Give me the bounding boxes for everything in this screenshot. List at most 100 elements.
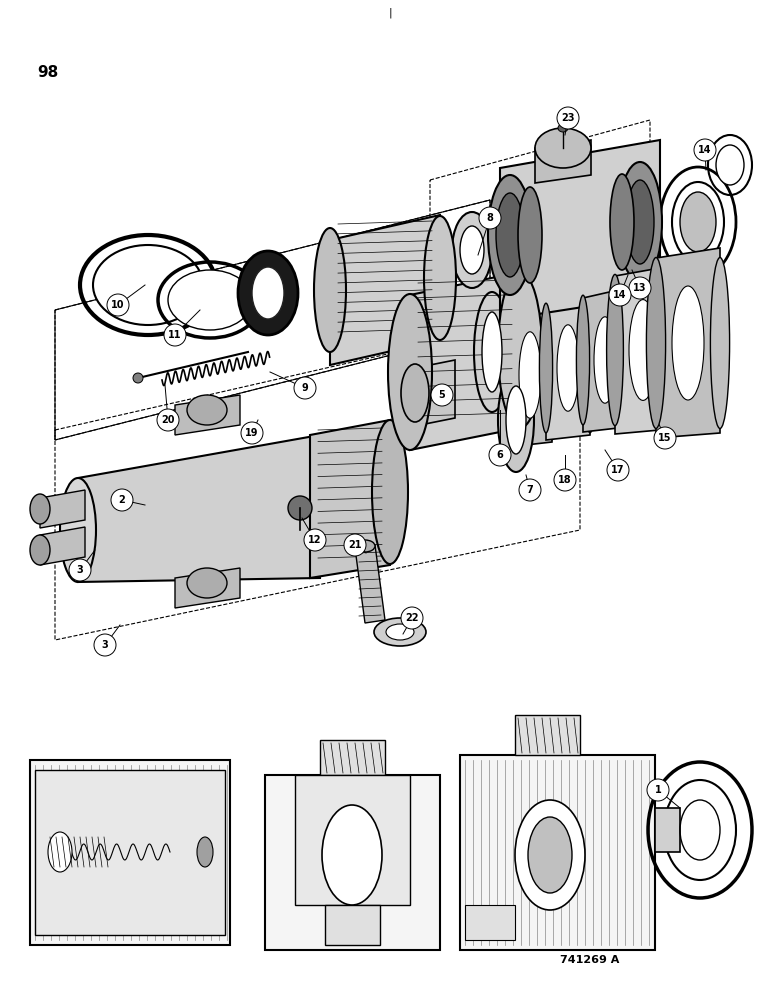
- Circle shape: [164, 324, 186, 346]
- Text: 3: 3: [76, 565, 83, 575]
- Polygon shape: [330, 215, 440, 365]
- Ellipse shape: [48, 832, 72, 872]
- Circle shape: [694, 139, 716, 161]
- Ellipse shape: [424, 216, 456, 340]
- Polygon shape: [410, 272, 520, 450]
- Ellipse shape: [482, 312, 502, 392]
- Ellipse shape: [540, 303, 553, 433]
- Ellipse shape: [584, 303, 597, 433]
- Ellipse shape: [488, 175, 532, 295]
- Polygon shape: [656, 248, 720, 438]
- Circle shape: [304, 529, 326, 551]
- Text: 6: 6: [496, 450, 503, 460]
- Ellipse shape: [374, 618, 426, 646]
- Circle shape: [344, 534, 366, 556]
- Ellipse shape: [528, 817, 572, 893]
- Text: 10: 10: [111, 300, 125, 310]
- Ellipse shape: [515, 800, 585, 910]
- Ellipse shape: [680, 192, 716, 252]
- Text: 14: 14: [698, 145, 712, 155]
- Ellipse shape: [93, 245, 203, 325]
- Ellipse shape: [716, 145, 744, 185]
- Ellipse shape: [557, 325, 579, 411]
- Ellipse shape: [535, 128, 591, 168]
- Ellipse shape: [518, 187, 542, 283]
- Polygon shape: [546, 296, 590, 440]
- Ellipse shape: [646, 257, 665, 428]
- Ellipse shape: [618, 162, 662, 282]
- Text: 15: 15: [659, 433, 672, 443]
- Text: 8: 8: [486, 213, 493, 223]
- Polygon shape: [615, 266, 671, 434]
- Polygon shape: [355, 545, 385, 623]
- Ellipse shape: [288, 496, 312, 520]
- Circle shape: [431, 384, 453, 406]
- Polygon shape: [515, 715, 580, 755]
- Ellipse shape: [401, 364, 429, 422]
- Text: |: |: [388, 8, 392, 18]
- Ellipse shape: [197, 837, 213, 867]
- Circle shape: [94, 634, 116, 656]
- Ellipse shape: [501, 310, 515, 440]
- Text: 19: 19: [245, 428, 259, 438]
- Circle shape: [647, 779, 669, 801]
- Circle shape: [294, 377, 316, 399]
- Circle shape: [111, 489, 133, 511]
- Circle shape: [654, 427, 676, 449]
- Text: 11: 11: [168, 330, 181, 340]
- Ellipse shape: [60, 478, 96, 582]
- Polygon shape: [655, 808, 680, 852]
- Ellipse shape: [498, 272, 542, 428]
- Ellipse shape: [519, 332, 541, 418]
- Text: 9: 9: [302, 383, 308, 393]
- Polygon shape: [175, 395, 240, 435]
- Ellipse shape: [460, 226, 484, 274]
- Circle shape: [519, 479, 541, 501]
- Polygon shape: [295, 775, 410, 905]
- Text: 21: 21: [348, 540, 362, 550]
- Polygon shape: [320, 740, 385, 775]
- Text: 2: 2: [119, 495, 125, 505]
- Text: 17: 17: [611, 465, 625, 475]
- Ellipse shape: [133, 373, 143, 383]
- Ellipse shape: [672, 182, 724, 262]
- Ellipse shape: [388, 294, 432, 450]
- Ellipse shape: [506, 386, 526, 454]
- Ellipse shape: [355, 540, 375, 552]
- Circle shape: [401, 607, 423, 629]
- Polygon shape: [583, 288, 627, 432]
- Polygon shape: [460, 755, 655, 950]
- Ellipse shape: [498, 368, 534, 472]
- Text: 23: 23: [561, 113, 574, 123]
- Circle shape: [107, 294, 129, 316]
- Circle shape: [607, 459, 629, 481]
- Ellipse shape: [672, 286, 704, 400]
- Ellipse shape: [496, 193, 524, 277]
- Ellipse shape: [238, 251, 298, 335]
- Polygon shape: [40, 490, 85, 528]
- Circle shape: [157, 409, 179, 431]
- Text: 3: 3: [102, 640, 108, 650]
- Ellipse shape: [474, 292, 510, 412]
- Circle shape: [241, 422, 263, 444]
- Circle shape: [479, 207, 501, 229]
- Polygon shape: [175, 568, 240, 608]
- Ellipse shape: [187, 395, 227, 425]
- Circle shape: [69, 559, 91, 581]
- Ellipse shape: [629, 300, 657, 400]
- Text: 13: 13: [633, 283, 647, 293]
- Text: 5: 5: [438, 390, 445, 400]
- Text: 98: 98: [37, 65, 58, 80]
- Text: 14: 14: [613, 290, 627, 300]
- Text: 12: 12: [308, 535, 322, 545]
- Polygon shape: [415, 360, 455, 426]
- Text: 18: 18: [558, 475, 572, 485]
- Polygon shape: [78, 435, 320, 582]
- Ellipse shape: [558, 124, 568, 132]
- Ellipse shape: [168, 270, 252, 330]
- Polygon shape: [465, 905, 515, 940]
- Polygon shape: [500, 140, 660, 320]
- Polygon shape: [40, 527, 85, 565]
- Polygon shape: [30, 760, 230, 945]
- Ellipse shape: [187, 568, 227, 598]
